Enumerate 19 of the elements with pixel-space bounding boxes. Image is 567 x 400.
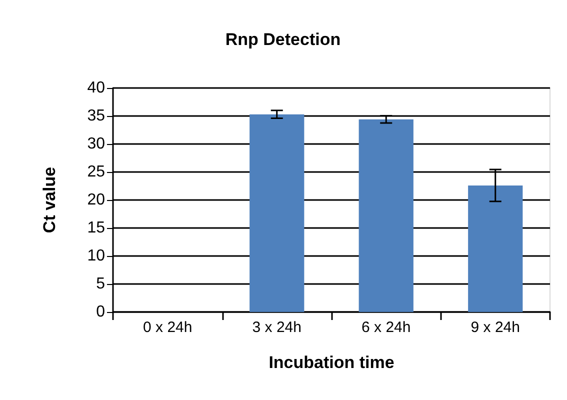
y-tick-label: 20 xyxy=(87,192,106,208)
x-axis-title: Incubation time xyxy=(268,353,394,372)
bar xyxy=(468,185,523,312)
y-tick-label: 10 xyxy=(87,248,106,264)
x-tick-label: 0 x 24h xyxy=(143,319,192,336)
bar xyxy=(250,114,304,312)
y-tick-label: 0 xyxy=(96,304,106,320)
x-tick-label: 9 x 24h xyxy=(470,319,520,336)
y-tick-label: 40 xyxy=(87,80,106,96)
y-tick-label: 35 xyxy=(87,108,106,124)
chart-title: Rnp Detection xyxy=(225,30,341,49)
y-axis-title: Ct value xyxy=(40,166,59,234)
y-tick-label: 15 xyxy=(87,220,106,236)
x-tick-label: 3 x 24h xyxy=(252,319,302,336)
y-tick-label: 5 xyxy=(96,276,106,292)
y-tick-label: 30 xyxy=(87,136,106,152)
y-tick-label: 25 xyxy=(87,164,106,180)
bar xyxy=(358,119,414,312)
x-tick-label: 6 x 24h xyxy=(362,319,411,336)
